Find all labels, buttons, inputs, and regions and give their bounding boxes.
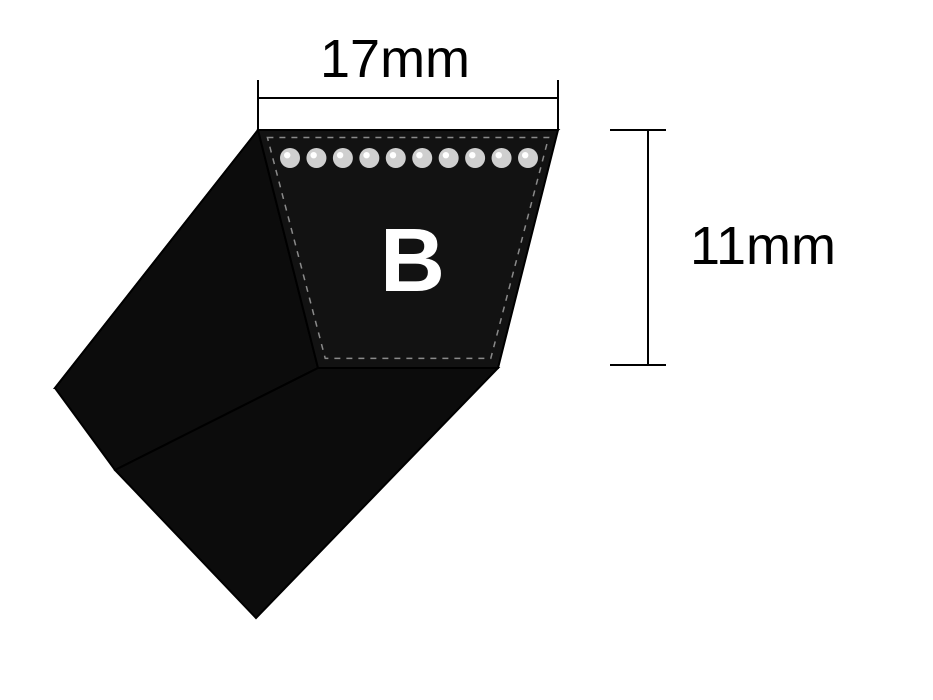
belt-diagram [0, 0, 933, 700]
width-dimension-label: 17mm [320, 28, 470, 90]
belt-type-letter: B [380, 210, 445, 313]
height-dimension-label: 11mm [690, 215, 836, 277]
